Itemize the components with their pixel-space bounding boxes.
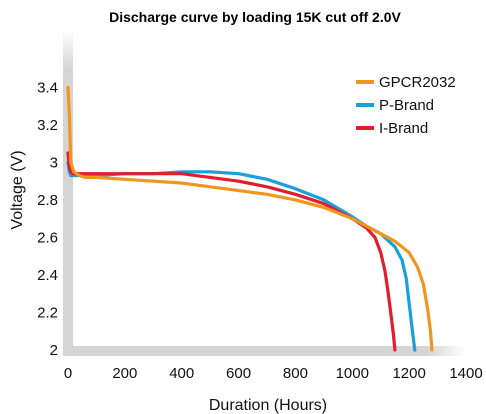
legend-label: GPCR2032 (379, 74, 456, 91)
y-tick-label: 3.2 (37, 117, 58, 134)
x-tick-label: 1200 (392, 365, 425, 382)
x-tick-label: 600 (226, 365, 251, 382)
y-axis-fade (63, 30, 73, 70)
axes: 2 2.2 2.4 2.6 2.8 3 3.2 3.4 0 200 400 600 800 1000 120… (37, 30, 483, 382)
x-axis-line (63, 346, 466, 356)
legend-label: P-Brand (379, 97, 434, 114)
y-tick-label: 2.6 (37, 229, 58, 246)
y-axis-label: Voltage (V) (9, 150, 26, 229)
y-tick-label: 3 (50, 154, 58, 171)
legend: GPCR2032 P-Brand I-Brand (356, 74, 456, 137)
x-tick-label: 0 (64, 365, 72, 382)
plot-area (66, 85, 434, 352)
y-tick-label: 2.8 (37, 192, 58, 209)
chart-title: Discharge curve by loading 15K cut off 2… (109, 9, 401, 25)
y-tick-label: 2.2 (37, 304, 58, 321)
x-tick-label: 200 (112, 365, 137, 382)
y-tick-label: 3.4 (37, 79, 58, 96)
x-axis-label: Duration (Hours) (209, 397, 327, 414)
y-tick-label: 2 (50, 342, 58, 359)
x-tick-label: 800 (283, 365, 308, 382)
x-tick-label: 400 (169, 365, 194, 382)
series-line-gpcr2032 (66, 85, 434, 352)
x-axis-fade (426, 346, 466, 356)
x-tick-label: 1400 (449, 365, 482, 382)
y-axis-line (63, 30, 73, 356)
y-tick-label: 2.4 (37, 267, 58, 284)
legend-label: I-Brand (379, 120, 428, 137)
x-tick-label: 1000 (336, 365, 369, 382)
series-line-i-brand (66, 151, 397, 352)
